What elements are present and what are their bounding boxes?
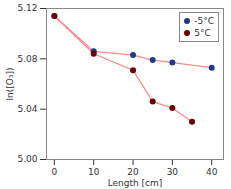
svg-text:5.04: 5.04 — [17, 104, 37, 114]
svg-text:5.12: 5.12 — [17, 3, 37, 13]
svg-text:5.08: 5.08 — [17, 54, 37, 64]
svg-text:Length [cm]: Length [cm] — [108, 178, 163, 188]
svg-text:20: 20 — [127, 167, 139, 177]
svg-text:0: 0 — [51, 167, 57, 177]
html-text:5°C: 5°C — [194, 28, 211, 38]
svg-text:40: 40 — [206, 167, 218, 177]
svg-text:10: 10 — [88, 167, 100, 177]
svg-text:30: 30 — [167, 167, 179, 177]
svg-text:5.00: 5.00 — [17, 154, 37, 164]
html-text:-5°C: -5°C — [194, 16, 214, 26]
svg-text:ln([O₃]): ln([O₃]) — [5, 68, 15, 101]
